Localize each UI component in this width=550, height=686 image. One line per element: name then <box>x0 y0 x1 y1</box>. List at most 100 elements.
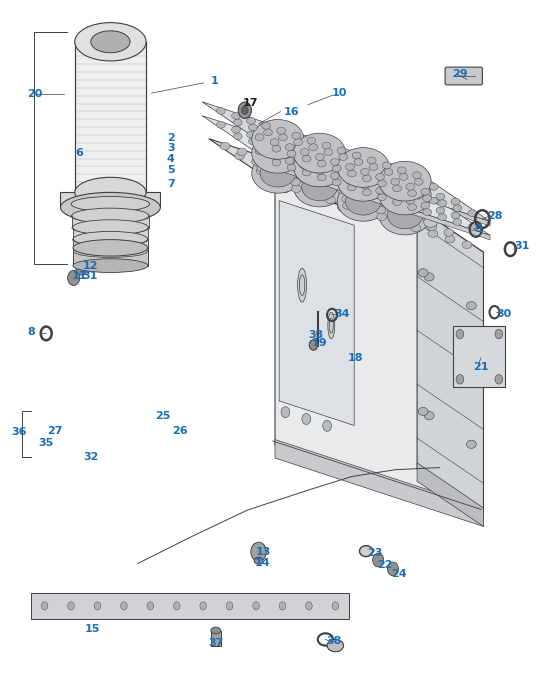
Ellipse shape <box>294 153 302 160</box>
Ellipse shape <box>421 202 430 209</box>
Ellipse shape <box>322 142 331 149</box>
Ellipse shape <box>220 143 230 150</box>
Circle shape <box>76 260 88 275</box>
Ellipse shape <box>274 179 284 187</box>
Ellipse shape <box>309 144 317 151</box>
Ellipse shape <box>382 162 391 169</box>
Ellipse shape <box>424 217 437 227</box>
Ellipse shape <box>377 180 386 187</box>
Circle shape <box>281 407 290 418</box>
Circle shape <box>306 602 312 610</box>
Ellipse shape <box>233 119 242 126</box>
Ellipse shape <box>337 147 346 154</box>
Circle shape <box>94 602 101 610</box>
Ellipse shape <box>302 169 311 176</box>
Ellipse shape <box>367 171 376 178</box>
Ellipse shape <box>428 230 438 237</box>
Text: 25: 25 <box>155 411 170 421</box>
Ellipse shape <box>255 134 264 141</box>
Ellipse shape <box>249 138 257 145</box>
Ellipse shape <box>422 214 432 222</box>
Ellipse shape <box>362 175 371 182</box>
Polygon shape <box>208 139 483 252</box>
Ellipse shape <box>376 187 384 194</box>
Ellipse shape <box>411 224 421 232</box>
Ellipse shape <box>339 154 348 161</box>
Ellipse shape <box>337 147 389 187</box>
Ellipse shape <box>73 239 148 256</box>
Ellipse shape <box>252 133 304 173</box>
Ellipse shape <box>393 199 402 206</box>
Circle shape <box>323 421 332 431</box>
Text: 3: 3 <box>167 143 174 153</box>
Ellipse shape <box>73 259 148 272</box>
Ellipse shape <box>317 160 326 167</box>
Ellipse shape <box>294 139 302 145</box>
Ellipse shape <box>414 178 423 185</box>
Ellipse shape <box>270 139 279 145</box>
Ellipse shape <box>309 158 317 165</box>
Ellipse shape <box>285 143 294 150</box>
Circle shape <box>281 182 290 193</box>
Ellipse shape <box>292 185 301 193</box>
Polygon shape <box>202 102 490 222</box>
Polygon shape <box>417 207 483 514</box>
Ellipse shape <box>232 113 240 119</box>
Text: 6: 6 <box>75 147 83 158</box>
Text: 27: 27 <box>47 425 62 436</box>
Ellipse shape <box>285 158 294 165</box>
Ellipse shape <box>252 158 262 165</box>
Ellipse shape <box>279 147 288 154</box>
Ellipse shape <box>272 159 281 166</box>
Ellipse shape <box>406 197 415 204</box>
Ellipse shape <box>399 187 408 194</box>
Ellipse shape <box>73 233 148 246</box>
Ellipse shape <box>359 201 369 208</box>
Ellipse shape <box>272 145 281 152</box>
Ellipse shape <box>277 141 285 148</box>
Ellipse shape <box>399 174 408 180</box>
Ellipse shape <box>377 194 386 200</box>
Ellipse shape <box>298 268 306 302</box>
Ellipse shape <box>286 169 296 176</box>
Ellipse shape <box>354 172 363 179</box>
Circle shape <box>495 375 503 384</box>
Ellipse shape <box>388 202 398 210</box>
Ellipse shape <box>235 152 245 160</box>
Ellipse shape <box>421 188 430 195</box>
Text: 29: 29 <box>453 69 468 79</box>
Text: 12: 12 <box>82 261 98 271</box>
Polygon shape <box>202 116 490 235</box>
Ellipse shape <box>317 174 326 181</box>
Ellipse shape <box>73 245 147 257</box>
Ellipse shape <box>379 175 431 215</box>
Ellipse shape <box>451 212 460 219</box>
Text: 5: 5 <box>167 165 174 175</box>
Ellipse shape <box>322 156 331 163</box>
Text: 11: 11 <box>72 271 87 281</box>
Text: 13: 13 <box>255 547 271 558</box>
Ellipse shape <box>263 129 272 136</box>
Ellipse shape <box>277 128 285 134</box>
Ellipse shape <box>322 176 332 184</box>
Ellipse shape <box>453 204 461 211</box>
Circle shape <box>253 602 260 610</box>
Ellipse shape <box>462 241 472 248</box>
Ellipse shape <box>211 627 221 634</box>
Circle shape <box>68 602 74 610</box>
Text: 33: 33 <box>309 330 324 340</box>
Ellipse shape <box>72 208 149 223</box>
Circle shape <box>337 200 346 211</box>
Text: 37: 37 <box>208 638 223 648</box>
Ellipse shape <box>356 187 366 195</box>
Ellipse shape <box>384 169 393 176</box>
Ellipse shape <box>382 176 391 182</box>
Text: 4: 4 <box>167 154 175 164</box>
Text: 1: 1 <box>211 75 218 86</box>
Ellipse shape <box>403 210 416 220</box>
Ellipse shape <box>412 186 421 193</box>
Ellipse shape <box>376 174 384 180</box>
Text: 14: 14 <box>255 558 271 569</box>
Ellipse shape <box>307 184 317 191</box>
Ellipse shape <box>398 180 406 187</box>
